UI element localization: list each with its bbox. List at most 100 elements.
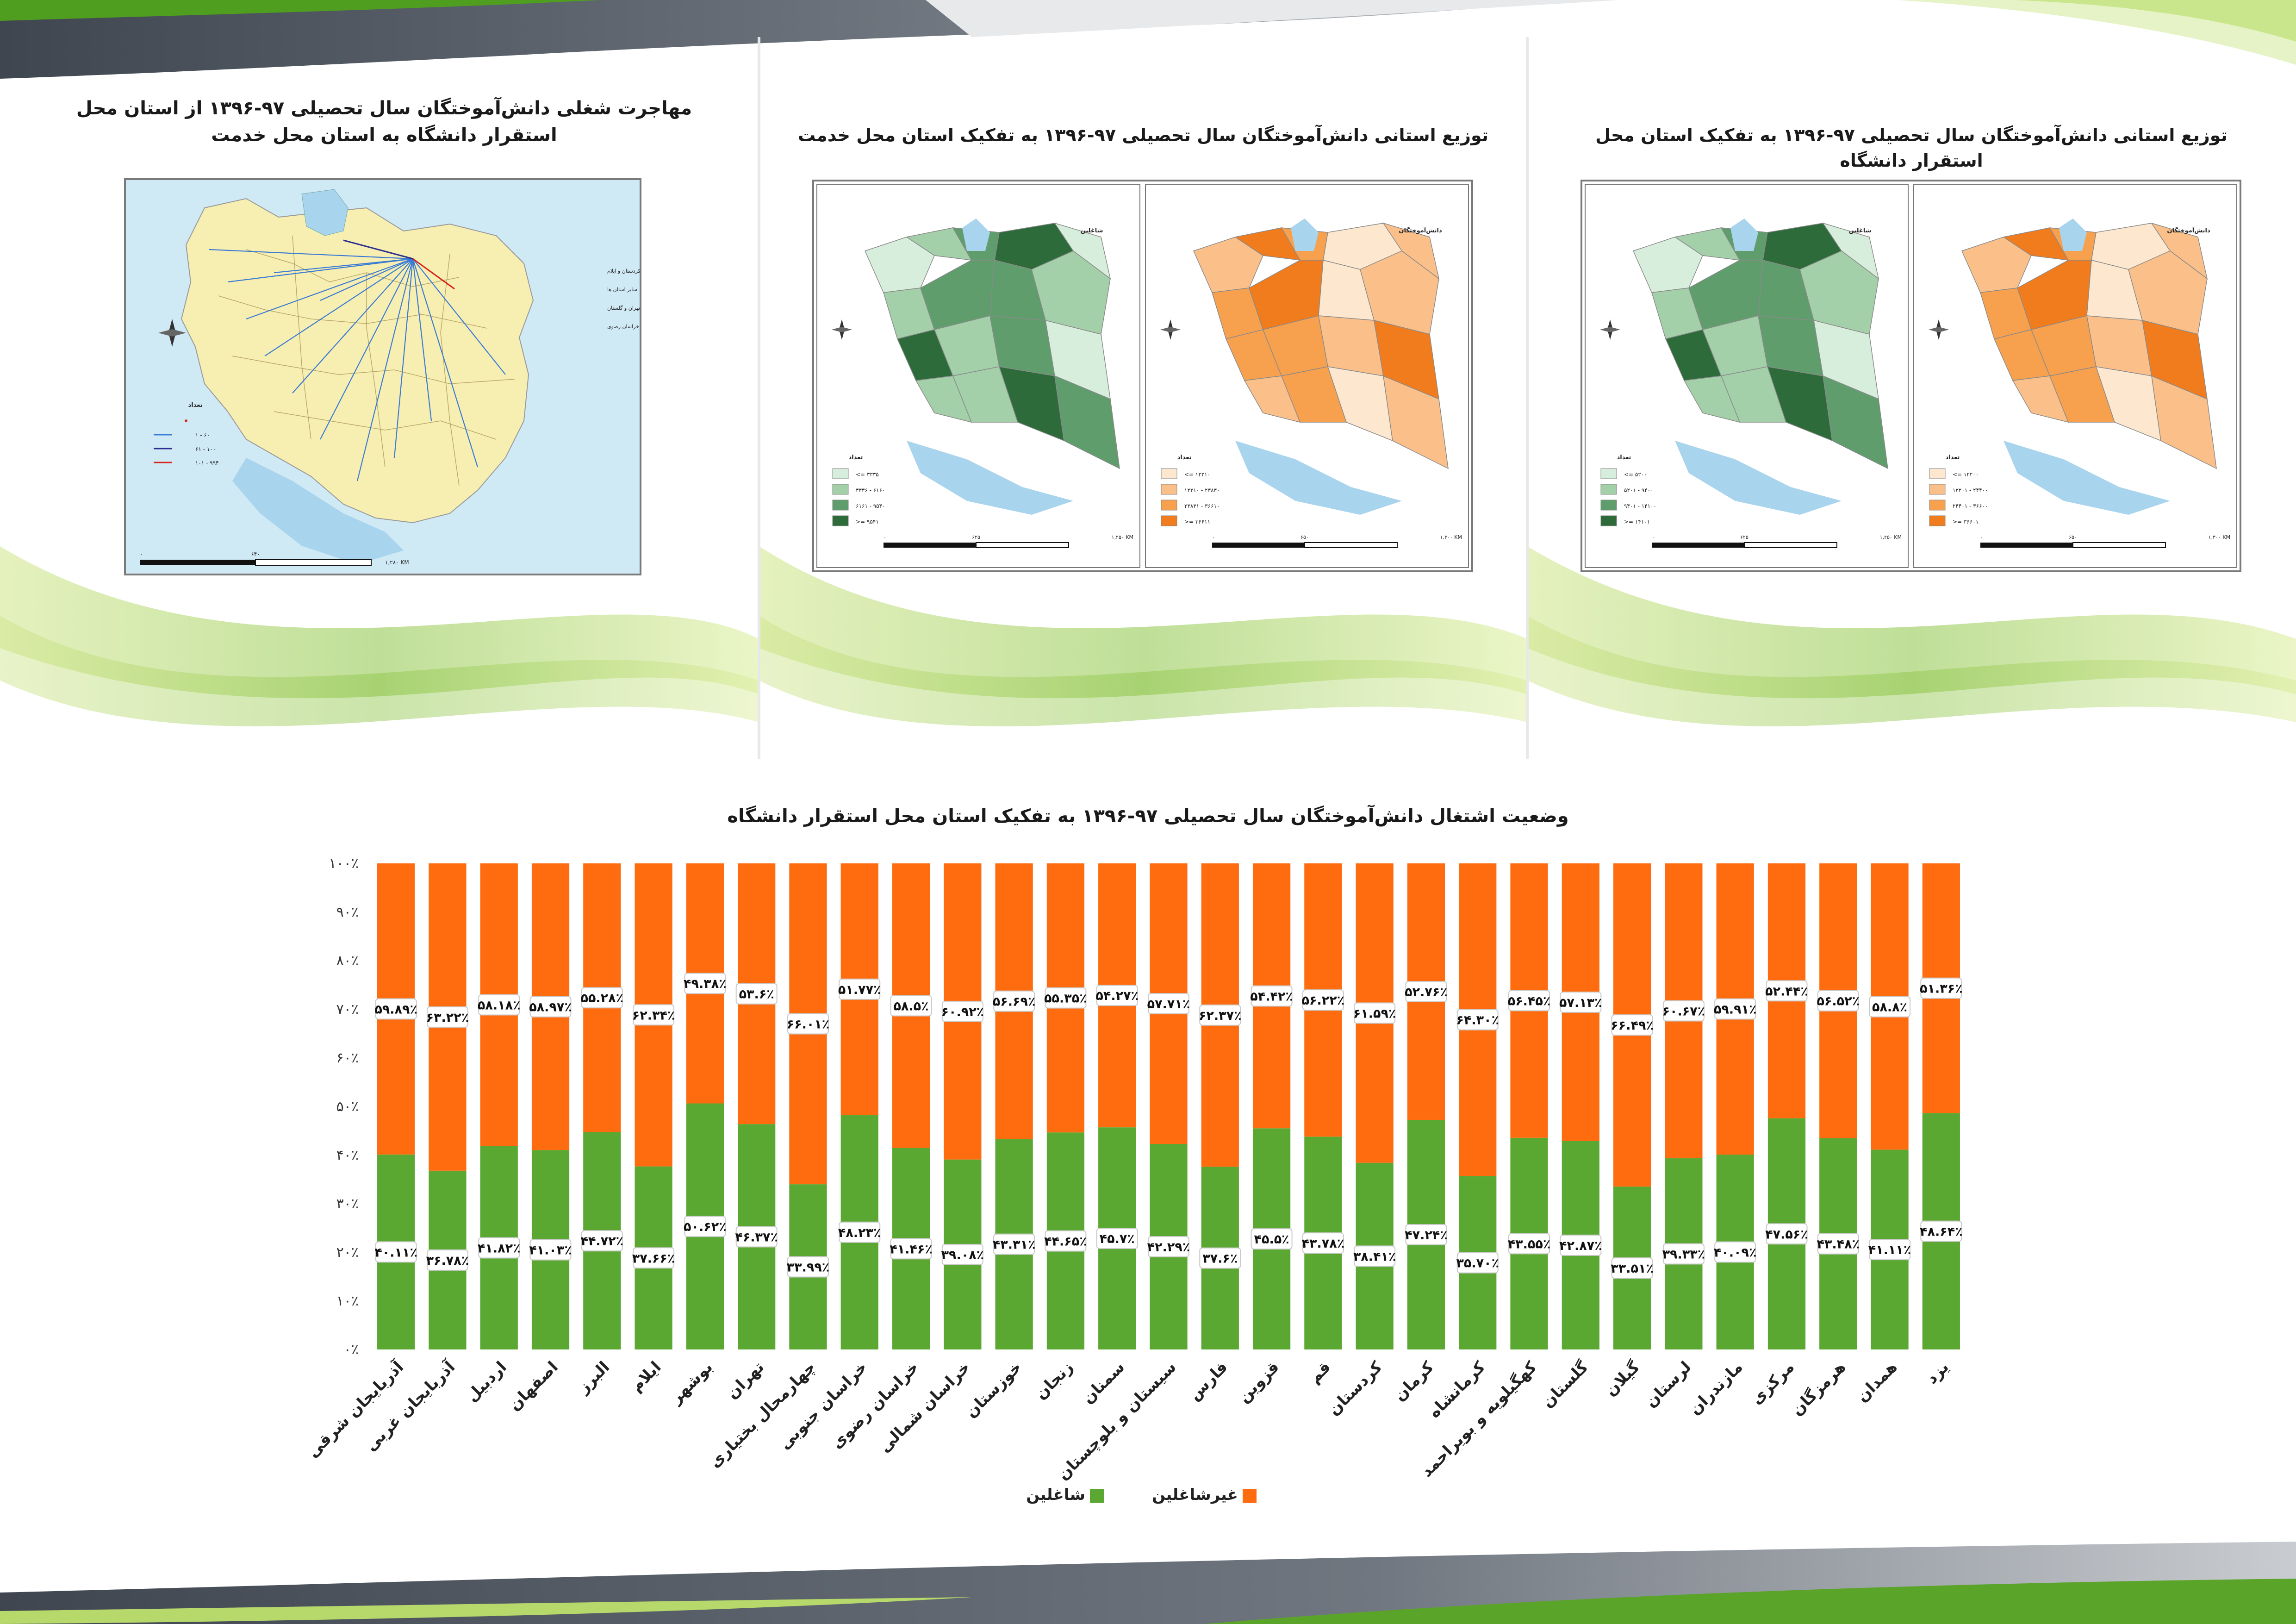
province-shape: [1383, 375, 1449, 469]
data-label-box: [1611, 1014, 1653, 1036]
map1-legend-title: تعداد: [188, 402, 203, 409]
data-label: ۵۸.۵٪: [893, 999, 928, 1014]
data-label: ۴۰.۰۹٪: [1714, 1246, 1757, 1260]
data-label-box: [478, 994, 520, 1016]
data-label: ۵۲.۷۶٪: [1405, 985, 1448, 999]
category-label: گیلان: [1601, 1358, 1643, 1400]
data-label-box: [684, 1216, 726, 1237]
data-label: ۴۱.۱۱٪: [1868, 1243, 1911, 1257]
category-label: قم: [1305, 1358, 1334, 1387]
category-label: خراسان جنوبی: [776, 1358, 871, 1453]
province-shape: [1054, 375, 1120, 469]
legend-entry: ۲۴۴۰۱ - ۳۶۶۰۰: [1953, 503, 1988, 509]
data-label-box: [1920, 1220, 1962, 1242]
data-label: ۴۳.۷۸٪: [1302, 1237, 1345, 1251]
data-label-box: [633, 1247, 675, 1269]
caspian-sea: [1291, 219, 1319, 251]
data-label-box: [787, 1256, 829, 1278]
category-label: سمنان: [1079, 1358, 1128, 1407]
map1-legend-2: ۶۱ - ۱۰۰: [195, 446, 216, 452]
legend-swatch: [1929, 468, 1946, 479]
y-tick-label: ۱۰۰٪: [329, 856, 359, 872]
province-shape: [2151, 375, 2217, 469]
data-label-box: [1611, 1257, 1653, 1279]
legend-swatch: [1929, 500, 1946, 511]
data-label: ۴۰.۱۱٪: [374, 1245, 417, 1260]
data-label: ۴۵.۵٪: [1254, 1232, 1289, 1247]
data-label: ۴۸.۲۳٪: [838, 1226, 881, 1240]
y-tick-label: ۴۰٪: [336, 1147, 359, 1163]
data-label: ۳۶.۷۸٪: [426, 1254, 469, 1268]
data-label: ۶۶.۴۹٪: [1611, 1018, 1654, 1033]
data-label: ۴۳.۴۸٪: [1817, 1237, 1860, 1252]
data-label: ۴۳.۵۵٪: [1508, 1237, 1551, 1251]
data-label-box: [1920, 977, 1962, 999]
legend-entry: ۱۲۲۱۰ - ۲۳۸۳۰: [1184, 487, 1220, 493]
legend-employed-swatch: [1090, 1489, 1104, 1503]
data-label-box: [787, 1013, 829, 1035]
university-maps: دانش‌آموختگان تعداد <= ۱۲۲۰۰ ۱۲۲۰۱ - ۲۴۴۰۰ ۲…: [1580, 180, 2241, 572]
data-label-box: [1560, 991, 1602, 1013]
data-label-box: [1096, 1228, 1138, 1249]
data-label-box: [1354, 1002, 1396, 1024]
legend-entry: <= ۱۲۲۱۰: [1184, 471, 1210, 478]
map1-label-line-3: تهران و گلستان: [607, 305, 640, 311]
data-label: ۴۲.۸۷٪: [1559, 1239, 1602, 1253]
data-label-box: [1714, 1241, 1756, 1263]
y-tick-label: ۹۰٪: [336, 904, 359, 920]
legend-swatch: [1161, 515, 1177, 526]
category-label: اردبیل: [463, 1358, 510, 1405]
province-shape: [1031, 250, 1111, 335]
data-label-box: [735, 983, 778, 1005]
legend-entry: ۳۳۳۶ - ۶۱۶۰: [856, 487, 885, 493]
data-label-box: [1096, 985, 1138, 1006]
category-label: تهران: [723, 1358, 768, 1403]
map1-legend-3: ۱۰۱ - ۹۹۴: [195, 460, 219, 466]
data-label: ۵۵.۲۸٪: [580, 991, 623, 1006]
map-subtitle: شاغلین: [1849, 227, 1872, 234]
map-half-left: شاغلین تعداد <= ۳۳۳۵ ۳۳۳۶ - ۶۱۶۰ ۶۱۶۱ - ۹۵۴۰…: [816, 184, 1140, 568]
data-label: ۳۹.۳۳٪: [1662, 1248, 1705, 1262]
data-label-box: [1508, 1233, 1550, 1255]
map-legend-title: تعداد: [1617, 454, 1631, 461]
legend-entry: >= ۳۶۶۱۱: [1184, 518, 1210, 525]
persian-gulf: [1675, 441, 1842, 515]
persian-gulf: [907, 441, 1073, 515]
map1-legend-1: ۱ - ۶۰: [195, 432, 210, 438]
data-label-box: [1199, 1004, 1241, 1026]
data-label: ۶۰.۹۲٪: [941, 1005, 984, 1019]
legend-swatch: [1929, 515, 1946, 526]
legend-entry: >= ۱۴۱۰۱: [1624, 518, 1650, 525]
scale-start: ۰: [1212, 534, 1215, 540]
data-label: ۳۳.۵۱٪: [1611, 1262, 1654, 1276]
map1-scale-mid: ۶۴۰: [251, 551, 260, 557]
y-tick-label: ۰٪: [344, 1342, 359, 1358]
scale-mid: ۶۲۵: [972, 534, 980, 540]
data-label-box: [993, 1233, 1035, 1255]
category-label: زنجان: [1032, 1358, 1077, 1403]
legend-unemployed-swatch: [1243, 1489, 1257, 1503]
persian-gulf: [2004, 441, 2170, 515]
persian-gulf: [1235, 441, 1402, 515]
map-subtitle: دانش‌آموختگان: [1399, 226, 1442, 234]
map-subtitle: دانش‌آموختگان: [2167, 226, 2210, 234]
category-label: کرمان: [1390, 1358, 1437, 1405]
data-label: ۴۴.۶۵٪: [1044, 1235, 1087, 1249]
legend-entry: ۵۲۰۱ - ۹۴۰۰: [1624, 487, 1654, 493]
data-label-box: [735, 1226, 778, 1248]
map1-label-line-1: کردستان و ایلام: [607, 268, 640, 274]
data-label: ۴۳.۳۱٪: [993, 1238, 1036, 1252]
north-arrow-icon: [1160, 319, 1181, 340]
province-shape: [1823, 375, 1888, 469]
data-label-box: [1456, 1252, 1499, 1274]
data-label: ۵۰.۶۲٪: [684, 1220, 727, 1234]
persian-gulf: [232, 458, 404, 564]
data-label-box: [1045, 987, 1087, 1009]
data-label: ۶۲.۳۴٪: [632, 1008, 675, 1023]
legend-swatch: [1161, 500, 1177, 511]
data-label-box: [1302, 1232, 1344, 1254]
map1-scale-start: ۰: [140, 551, 143, 557]
data-label: ۵۱.۷۷٪: [838, 983, 881, 997]
scale-end: ۱,۲۵۰ KM: [1112, 534, 1133, 540]
migration-map-title: مهاجرت شغلی دانش‌آموختگان سال تحصیلی ۹۷-…: [76, 98, 692, 146]
